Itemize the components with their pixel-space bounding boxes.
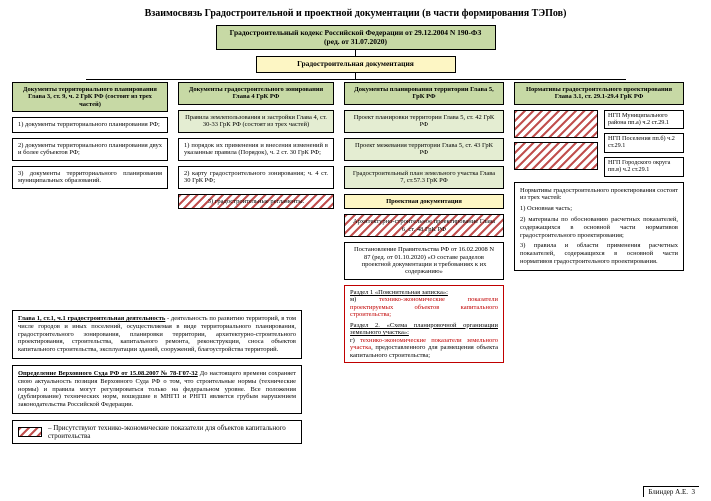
col4-hatch1: Региональные нормативы градостроительног… [514,110,598,138]
col3-header: Документы планирования территории Глава … [344,82,504,105]
page-title: Взаимосвязь Градостроительной и проектно… [12,8,699,19]
footnote1: Глава 1, ст.1, ч.1 градостроительная дея… [12,310,302,359]
col2-item2: 2) карту градостроительного зонирования;… [178,166,334,189]
col4-side2: НГП Поселения пп.б) ч.2 ст.29.1 [604,133,684,153]
col4-side1: НГП Муниципального района пп.а) ч.2 ст.2… [604,110,684,130]
col1-item1: 1) документы территориального планирован… [12,117,168,132]
col1-item2: 2) документы территориального планирован… [12,138,168,161]
col2-item1: 1) порядок их применения и внесения изме… [178,138,334,161]
col3-proj: Проектная документация [344,194,504,209]
col3-b1: Проект планировки территории Глава 5, ст… [344,110,504,133]
col3-razdel: Раздел 1 «Пояснительная записка»: м) тех… [344,285,504,363]
col2-header: Документы градостроительного зонирования… [178,82,334,105]
grad-doc-box: Градостроительная документация [256,56,456,73]
col3-arch: Архитектурно-строительное проектирование… [344,214,504,237]
codex-box: Градостроительный кодекс Российской Феде… [216,25,496,50]
col3-b2: Проект межевания территории Глава 5, ст.… [344,138,504,161]
col3-post: Постановление Правительства РФ от 16.02.… [344,242,504,280]
col2-item3-hatch: 3) градостроительные регламенты. [178,194,334,209]
footer: Блиндер А.Е. 3 [643,486,699,497]
col1-header: Документы территориального планирования … [12,82,168,112]
col4-hatch2: Местные нормативы градостроительного про… [514,142,598,170]
footnote2: Определение Верховного Суда РФ от 15.08.… [12,365,302,414]
col4-norm: Нормативы градостроительного проектирова… [514,182,684,271]
hatch-swatch [18,427,42,437]
col4-header: Нормативы градостроительного проектирова… [514,82,684,105]
col4-side3: НГП Городского округа пп.в) ч.2 ст.29.1 [604,157,684,177]
col2-rules: Правила землепользования и застройки Гла… [178,110,334,133]
legend: – Присутствуют технико-экономические пок… [12,420,302,444]
col3-b3: Градостроительный план земельного участк… [344,166,504,189]
col1-item3: 3) документы территориального планирован… [12,166,168,189]
